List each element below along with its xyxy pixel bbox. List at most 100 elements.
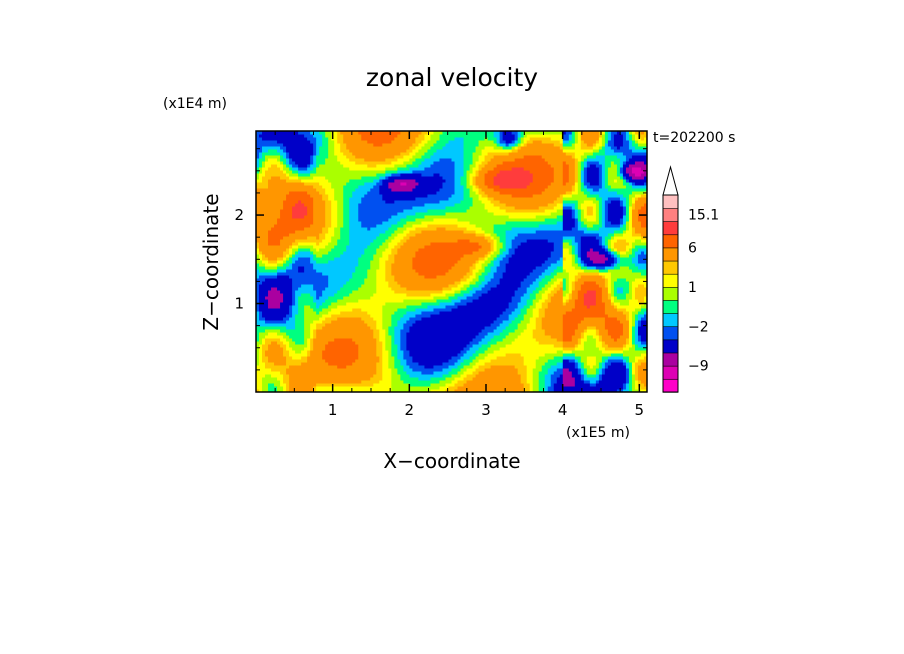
field-cell [463, 311, 468, 315]
field-cell [352, 374, 356, 378]
field-cell [484, 335, 489, 339]
field-cell [616, 323, 621, 327]
field-cell [409, 311, 413, 315]
field-cell [448, 296, 452, 300]
field-cell [286, 305, 290, 309]
field-cell [451, 317, 456, 321]
field-cell [571, 326, 576, 330]
field-cell [310, 368, 314, 372]
field-cell [613, 335, 618, 339]
field-cell [292, 338, 296, 342]
field-cell [610, 305, 615, 309]
field-cell [589, 332, 594, 336]
field-cell [538, 290, 543, 294]
field-cell [538, 305, 543, 309]
field-cell [403, 335, 407, 339]
field-cell [403, 308, 407, 312]
field-cell [568, 284, 573, 288]
field-cell [469, 365, 474, 369]
field-cell [643, 344, 647, 348]
field-cell [631, 347, 636, 351]
field-cell [490, 278, 495, 282]
field-cell [445, 281, 449, 285]
field-cell [583, 368, 588, 372]
field-cell [622, 383, 627, 387]
field-cell [331, 290, 335, 294]
field-cell [448, 317, 452, 321]
field-cell [460, 386, 465, 390]
field-cell [547, 332, 552, 336]
field-cell [544, 284, 549, 288]
field-cell [457, 362, 462, 366]
field-cell [376, 299, 380, 303]
field-cell [430, 305, 434, 309]
field-cell [601, 281, 606, 285]
field-cell [373, 302, 377, 306]
field-cell [469, 362, 474, 366]
field-cell [286, 341, 290, 345]
field-cell [640, 356, 645, 360]
field-cell [307, 338, 311, 342]
field-cell [256, 293, 260, 297]
field-cell [478, 314, 483, 318]
field-cell [637, 377, 642, 381]
field-cell [367, 365, 371, 369]
field-cell [283, 338, 287, 342]
field-cell [478, 380, 483, 384]
field-cell [370, 335, 374, 339]
field-cell [544, 356, 549, 360]
field-cell [448, 362, 452, 366]
field-cell [505, 389, 510, 392]
field-cell [328, 314, 332, 318]
field-cell [412, 281, 416, 285]
field-cell [382, 290, 386, 294]
field-cell [451, 344, 456, 348]
field-cell [634, 308, 639, 312]
field-cell [487, 341, 492, 345]
field-cell [328, 341, 332, 345]
field-cell [427, 311, 431, 315]
field-cell [625, 332, 630, 336]
field-cell [493, 368, 498, 372]
field-cell [421, 287, 425, 291]
field-cell [361, 314, 365, 318]
field-cell [607, 332, 612, 336]
field-cell [274, 317, 278, 321]
field-cell [454, 320, 459, 324]
field-cell [583, 317, 588, 321]
field-cell [343, 383, 347, 387]
field-cell [559, 368, 564, 372]
field-cell [598, 362, 603, 366]
field-cell [448, 305, 452, 309]
field-cell [550, 287, 555, 291]
field-cell [556, 383, 561, 387]
field-cell [316, 344, 320, 348]
field-cell [469, 383, 474, 387]
field-cell [382, 341, 386, 345]
field-cell [475, 371, 480, 375]
field-cell [394, 320, 398, 324]
field-cell [295, 350, 299, 354]
field-cell [460, 371, 465, 375]
field-cell [565, 317, 570, 321]
field-cell [382, 389, 386, 392]
field-cell [385, 329, 389, 333]
field-cell [418, 356, 422, 360]
field-cell [271, 281, 275, 285]
field-cell [292, 377, 296, 381]
field-cell [322, 296, 326, 300]
field-cell [256, 356, 260, 360]
field-cell [625, 308, 630, 312]
field-cell [517, 365, 522, 369]
field-cell [259, 371, 263, 375]
field-cell [466, 302, 471, 306]
field-cell [595, 317, 600, 321]
field-cell [544, 362, 549, 366]
field-cell [352, 350, 356, 354]
field-cell [394, 362, 398, 366]
field-cell [400, 320, 404, 324]
field-cell [289, 329, 293, 333]
field-cell [634, 320, 639, 324]
field-cell [463, 302, 468, 306]
field-cell [514, 365, 519, 369]
